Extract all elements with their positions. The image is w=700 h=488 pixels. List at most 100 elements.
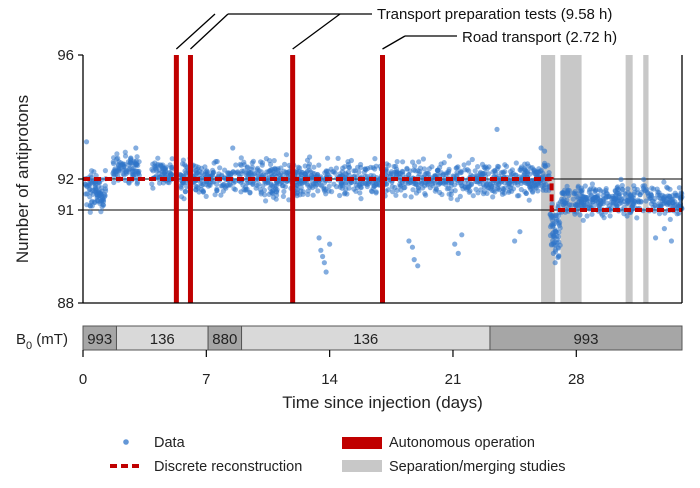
data-point bbox=[521, 171, 527, 177]
annotation-leader bbox=[175, 13, 216, 50]
x-axis-label: Time since injection (days) bbox=[282, 393, 483, 412]
data-point bbox=[592, 188, 599, 194]
legend: Data Discrete reconstruction Autonomous op… bbox=[110, 435, 566, 475]
data-point bbox=[271, 171, 277, 177]
data-point bbox=[469, 156, 475, 163]
data-point bbox=[244, 177, 250, 183]
data-point bbox=[127, 160, 133, 166]
data-point bbox=[390, 189, 396, 195]
data-point bbox=[477, 181, 483, 187]
data-point bbox=[233, 162, 239, 168]
data-point bbox=[672, 203, 678, 209]
x-tick-label: 7 bbox=[202, 371, 210, 388]
data-point bbox=[391, 163, 397, 170]
data-point bbox=[232, 187, 238, 193]
data-point bbox=[300, 191, 306, 197]
data-point bbox=[629, 197, 635, 203]
legend-data-marker bbox=[123, 439, 129, 445]
data-point bbox=[556, 239, 562, 245]
data-point bbox=[416, 159, 422, 165]
data-point bbox=[433, 185, 439, 192]
plot-axes: 88 91 92 96 Number of antiprotons bbox=[13, 47, 683, 312]
data-point bbox=[114, 151, 120, 157]
legend-separation-label: Separation/merging studies bbox=[389, 459, 566, 475]
field-segment bbox=[489, 325, 683, 351]
discrete-reconstruction-line bbox=[83, 177, 682, 212]
data-point bbox=[393, 192, 399, 198]
data-point bbox=[474, 173, 480, 179]
data-point bbox=[316, 235, 322, 241]
data-point bbox=[98, 191, 104, 197]
data-point bbox=[555, 217, 561, 223]
data-point bbox=[327, 241, 333, 247]
data-point bbox=[295, 164, 301, 170]
data-point bbox=[218, 192, 224, 198]
data-point bbox=[238, 155, 244, 161]
data-point bbox=[294, 169, 300, 176]
data-point bbox=[383, 180, 389, 187]
data-point bbox=[676, 185, 683, 191]
data-point bbox=[402, 193, 408, 199]
data-point bbox=[404, 165, 410, 171]
data-point bbox=[222, 167, 228, 173]
y-tick-label: 88 bbox=[57, 295, 74, 312]
legend-autonomous-marker bbox=[342, 437, 382, 449]
data-point bbox=[230, 169, 236, 175]
data-point bbox=[363, 167, 369, 173]
data-point bbox=[157, 180, 163, 186]
data-point bbox=[414, 181, 420, 187]
data-point bbox=[311, 171, 318, 177]
data-point bbox=[178, 185, 184, 191]
data-point bbox=[502, 180, 508, 186]
y-axis-label: Number of antiprotons bbox=[13, 95, 32, 263]
data-point bbox=[578, 185, 585, 191]
data-point bbox=[116, 167, 122, 173]
data-point bbox=[549, 201, 555, 207]
data-point bbox=[444, 186, 450, 192]
data-point bbox=[552, 227, 558, 233]
data-point bbox=[122, 153, 129, 159]
data-point bbox=[634, 186, 640, 193]
data-point bbox=[466, 184, 472, 190]
data-point bbox=[652, 235, 659, 241]
data-point bbox=[98, 209, 104, 215]
data-point bbox=[169, 166, 175, 172]
data-point bbox=[283, 152, 289, 158]
data-point bbox=[429, 164, 435, 170]
data-point bbox=[266, 169, 272, 175]
data-point bbox=[305, 191, 311, 198]
data-point bbox=[502, 162, 508, 168]
data-point bbox=[607, 213, 613, 219]
data-point bbox=[273, 186, 279, 192]
data-point bbox=[269, 190, 275, 196]
data-point bbox=[550, 250, 556, 256]
data-point bbox=[325, 168, 331, 174]
data-point bbox=[310, 192, 316, 198]
data-point bbox=[619, 186, 625, 192]
data-point bbox=[448, 195, 454, 201]
data-point bbox=[441, 160, 447, 166]
data-point bbox=[237, 161, 243, 167]
data-point bbox=[372, 156, 378, 162]
data-point bbox=[311, 164, 317, 170]
data-point bbox=[83, 191, 89, 197]
data-point bbox=[631, 183, 637, 189]
data-point bbox=[425, 181, 431, 187]
field-label-main: B bbox=[16, 331, 26, 348]
data-point bbox=[535, 169, 541, 175]
data-point bbox=[102, 193, 108, 199]
data-point bbox=[281, 188, 287, 195]
data-point bbox=[263, 198, 269, 204]
x-tick-label: 0 bbox=[79, 371, 87, 388]
data-point bbox=[457, 193, 463, 199]
data-point bbox=[440, 180, 446, 186]
data-point bbox=[589, 211, 595, 217]
data-point bbox=[102, 186, 109, 192]
field-segment-label: 136 bbox=[353, 331, 378, 348]
data-point bbox=[155, 155, 161, 161]
data-point bbox=[162, 170, 168, 176]
x-axis: 0 7 14 21 28 Time since injection (days) bbox=[79, 350, 585, 412]
data-point bbox=[317, 181, 323, 188]
x-tick-label: 28 bbox=[568, 371, 585, 388]
